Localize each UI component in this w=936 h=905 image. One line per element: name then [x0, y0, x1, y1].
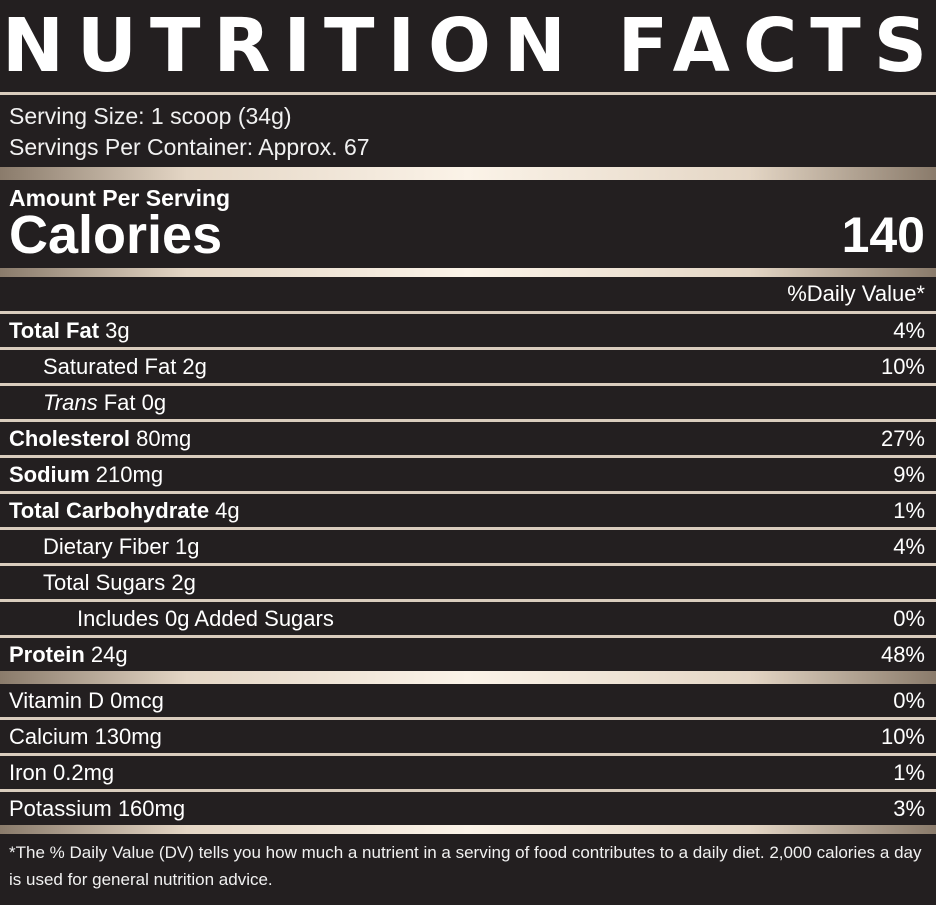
label-title: NUTRITION FACTS	[1, 3, 936, 89]
divider	[0, 92, 936, 95]
vitamin-row-calcium: Calcium 130mg 10%	[0, 720, 936, 756]
vitamin-row-vitamin-d: Vitamin D 0mcg 0%	[0, 684, 936, 720]
nutrient-label: Protein	[9, 641, 85, 667]
nutrient-name: Total Fat 3g	[9, 318, 130, 344]
nutrient-row-total-fat: Total Fat 3g 4%	[0, 314, 936, 350]
nutrient-row-trans-fat: Trans Fat 0g	[0, 386, 936, 422]
vitamin-name: Potassium 160mg	[9, 795, 186, 821]
vitamin-dv: 10%	[880, 723, 925, 749]
vitamin-row-potassium: Potassium 160mg 3%	[0, 792, 936, 825]
vitamin-row-iron: Iron 0.2mg 1%	[0, 756, 936, 792]
nutrient-amount: 3g	[99, 317, 130, 343]
nutrient-label: Total Fat	[9, 317, 100, 343]
calories-value: 140	[841, 207, 925, 263]
nutrient-label-italic: Trans	[43, 389, 98, 415]
servings-per-container: Servings Per Container: Approx. 67	[9, 134, 370, 160]
nutrient-dv: 27%	[880, 425, 925, 451]
nutrient-dv: 4%	[893, 317, 925, 343]
nutrient-name: Sodium 210mg	[9, 462, 163, 488]
medium-divider	[0, 825, 936, 834]
nutrient-name: Includes 0g Added Sugars	[77, 605, 334, 631]
calories-label: Calories	[9, 205, 223, 265]
nutrient-amount: 4g	[209, 497, 240, 523]
nutrient-row-added-sugars: Includes 0g Added Sugars 0%	[0, 602, 936, 638]
nutrient-label: Total Carbohydrate	[9, 497, 210, 523]
medium-divider	[0, 268, 936, 277]
calories-section: Amount Per Serving Calories 140	[0, 180, 936, 268]
nutrient-name: Protein 24g	[9, 642, 128, 668]
vitamin-name: Calcium 130mg	[9, 723, 162, 749]
nutrient-label-rest: Fat 0g	[97, 389, 167, 415]
vitamin-name: Vitamin D 0mcg	[9, 687, 164, 713]
nutrient-row-protein: Protein 24g 48%	[0, 638, 936, 671]
nutrient-row-dietary-fiber: Dietary Fiber 1g 4%	[0, 530, 936, 566]
vitamin-dv: 1%	[893, 759, 925, 785]
nutrient-label: Sodium	[9, 461, 90, 487]
nutrient-label: Cholesterol	[9, 425, 131, 451]
nutrient-row-sodium: Sodium 210mg 9%	[0, 458, 936, 494]
thick-divider	[0, 167, 936, 180]
nutrient-name: Trans Fat 0g	[9, 390, 166, 416]
serving-size: Serving Size: 1 scoop (34g)	[9, 103, 292, 129]
daily-value-footnote: *The % Daily Value (DV) tells you how mu…	[9, 843, 922, 889]
nutrient-name: Saturated Fat 2g	[43, 353, 207, 379]
nutrient-row-saturated-fat: Saturated Fat 2g 10%	[0, 350, 936, 386]
nutrient-name: Total Sugars 2g	[43, 569, 196, 595]
nutrient-dv: 9%	[893, 461, 925, 487]
vitamin-dv: 0%	[893, 687, 925, 713]
nutrient-dv: 0%	[893, 605, 925, 631]
nutrient-amount: 24g	[84, 641, 128, 667]
daily-value-header: %Daily Value*	[0, 277, 936, 314]
nutrient-amount: 80mg	[130, 425, 192, 451]
nutrient-row-total-sugars: Total Sugars 2g	[0, 566, 936, 602]
nutrient-dv: 48%	[880, 641, 925, 667]
calories-row: Calories 140	[9, 207, 927, 263]
vitamin-name: Iron 0.2mg	[9, 759, 115, 785]
nutrient-name: Dietary Fiber 1g	[43, 533, 200, 559]
nutrient-dv: 10%	[880, 353, 925, 379]
nutrient-row-cholesterol: Cholesterol 80mg 27%	[0, 422, 936, 458]
nutrient-amount: 210mg	[89, 461, 164, 487]
vitamin-dv: 3%	[893, 795, 925, 821]
nutrient-dv: 1%	[893, 497, 925, 523]
nutrient-name: Total Carbohydrate 4g	[9, 498, 240, 524]
nutrient-row-total-carbohydrate: Total Carbohydrate 4g 1%	[0, 494, 936, 530]
serving-info: Serving Size: 1 scoop (34g) Servings Per…	[0, 95, 936, 167]
nutrient-dv: 4%	[893, 533, 925, 559]
nutrient-name: Cholesterol 80mg	[9, 426, 191, 452]
amount-per-serving-label: Amount Per Serving	[9, 185, 231, 211]
thick-divider	[0, 671, 936, 684]
